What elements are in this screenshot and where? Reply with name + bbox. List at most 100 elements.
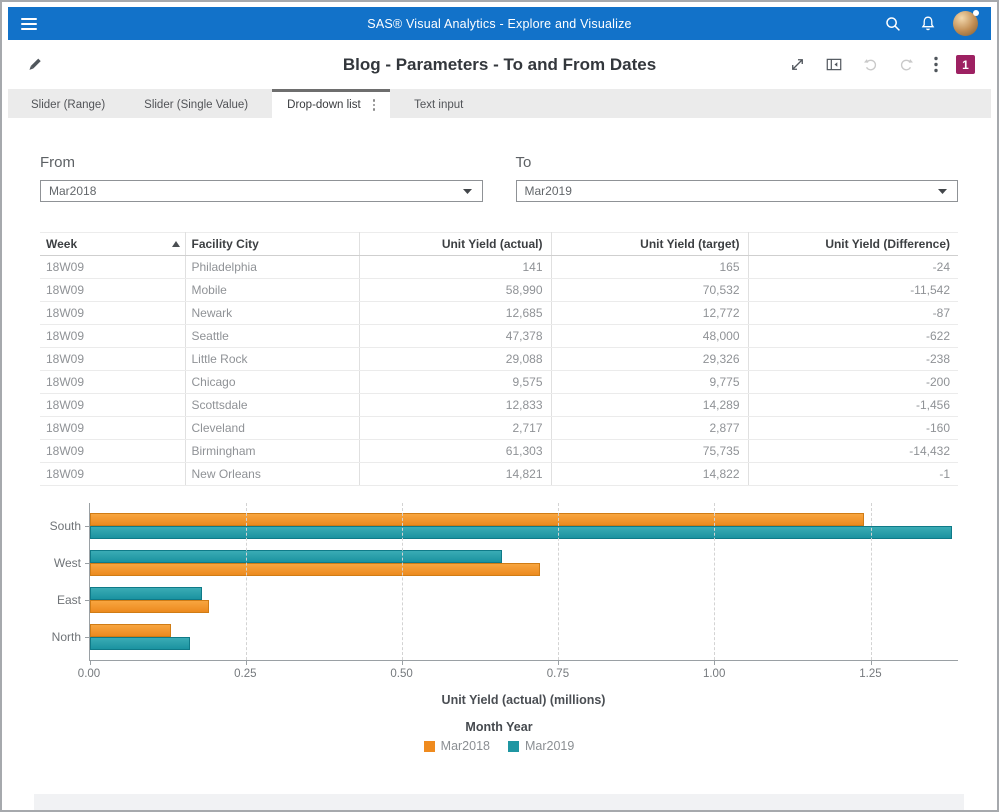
table-cell: -14,432 <box>748 440 958 463</box>
legend-swatch <box>424 741 435 752</box>
table-cell: -1,456 <box>748 394 958 417</box>
table-row[interactable]: 18W09Seattle47,37848,000-622 <box>40 325 958 348</box>
app-bar: SAS® Visual Analytics - Explore and Visu… <box>8 7 991 40</box>
table-cell: 70,532 <box>551 279 748 302</box>
hamburger-menu-icon[interactable] <box>21 18 37 30</box>
x-tick-label: 1.00 <box>703 668 725 680</box>
table-cell: Birmingham <box>185 440 359 463</box>
table-cell: 47,378 <box>359 325 551 348</box>
table-cell: 61,303 <box>359 440 551 463</box>
chevron-down-icon <box>938 189 947 194</box>
table-row[interactable]: 18W09Cleveland2,7172,877-160 <box>40 417 958 440</box>
table-header-row: WeekFacility CityUnit Yield (actual)Unit… <box>40 233 958 256</box>
x-tick-mark <box>871 661 872 665</box>
bar-west-mar2019[interactable] <box>90 550 502 563</box>
window-footer-strip <box>34 794 964 810</box>
page-tab-bar: Slider (Range) Slider (Single Value) Drop-… <box>8 89 991 118</box>
chart-x-axis-title: Unit Yield (actual) (millions) <box>89 693 958 707</box>
from-dropdown[interactable]: Mar2018 <box>40 180 483 202</box>
table-row[interactable]: 18W09Chicago9,5759,775-200 <box>40 371 958 394</box>
bar-south-mar2018[interactable] <box>90 513 864 526</box>
x-tick-mark <box>90 661 91 665</box>
table-row[interactable]: 18W09Birmingham61,30375,735-14,432 <box>40 440 958 463</box>
table-cell: -238 <box>748 348 958 371</box>
table-cell: Cleveland <box>185 417 359 440</box>
bar-east-mar2019[interactable] <box>90 587 202 600</box>
x-tick-label: 0.25 <box>234 668 256 680</box>
table-cell: 18W09 <box>40 394 185 417</box>
table-cell: 18W09 <box>40 417 185 440</box>
column-header-unit-yield-difference[interactable]: Unit Yield (Difference) <box>748 233 958 256</box>
bar-group-north <box>90 622 958 652</box>
legend-label: Mar2019 <box>525 739 574 753</box>
bar-south-mar2019[interactable] <box>90 526 952 539</box>
bar-east-mar2018[interactable] <box>90 600 209 613</box>
table-cell: 141 <box>359 256 551 279</box>
gridline <box>246 503 247 660</box>
notifications-bell-icon[interactable] <box>918 14 938 34</box>
x-tick-mark <box>246 661 247 665</box>
table-row[interactable]: 18W09New Orleans14,82114,822-1 <box>40 463 958 486</box>
expand-icon[interactable] <box>788 55 807 74</box>
table-cell: 29,088 <box>359 348 551 371</box>
table-row[interactable]: 18W09Philadelphia141165-24 <box>40 256 958 279</box>
gridline <box>714 503 715 660</box>
tab-slider-single-value[interactable]: Slider (Single Value) <box>129 89 263 118</box>
legend-label: Mar2018 <box>441 739 490 753</box>
table-row[interactable]: 18W09Newark12,68512,772-87 <box>40 302 958 325</box>
to-filter: To Mar2019 <box>516 154 959 202</box>
undo-icon[interactable] <box>861 55 880 74</box>
table-row[interactable]: 18W09Little Rock29,08829,326-238 <box>40 348 958 371</box>
gridline <box>558 503 559 660</box>
table-cell: 18W09 <box>40 440 185 463</box>
column-header-unit-yield-target[interactable]: Unit Yield (target) <box>551 233 748 256</box>
column-header-facility-city[interactable]: Facility City <box>185 233 359 256</box>
tab-label: Drop-down list <box>287 99 361 111</box>
more-options-kebab-icon[interactable] <box>933 55 939 74</box>
y-axis-label-east: East <box>40 585 81 615</box>
table-cell: 14,289 <box>551 394 748 417</box>
table-cell: Newark <box>185 302 359 325</box>
report-header: Blog - Parameters - To and From Dates 1 <box>8 40 991 89</box>
bar-west-mar2018[interactable] <box>90 563 540 576</box>
table-cell: 12,833 <box>359 394 551 417</box>
bar-north-mar2018[interactable] <box>90 624 171 637</box>
y-axis-label-west: West <box>40 548 81 578</box>
table-cell: 14,821 <box>359 463 551 486</box>
table-cell: Seattle <box>185 325 359 348</box>
table-cell: 2,717 <box>359 417 551 440</box>
table-cell: -622 <box>748 325 958 348</box>
to-label: To <box>516 154 959 171</box>
table-cell: 14,822 <box>551 463 748 486</box>
legend-item-mar2019[interactable]: Mar2019 <box>508 739 574 753</box>
tab-drop-down-list[interactable]: Drop-down list <box>272 89 390 118</box>
legend-item-mar2018[interactable]: Mar2018 <box>424 739 490 753</box>
table-row[interactable]: 18W09Scottsdale12,83314,289-1,456 <box>40 394 958 417</box>
table-cell: 18W09 <box>40 279 185 302</box>
tab-label: Slider (Range) <box>31 99 105 111</box>
user-avatar[interactable] <box>953 11 978 36</box>
column-header-unit-yield-actual[interactable]: Unit Yield (actual) <box>359 233 551 256</box>
tab-options-kebab-icon[interactable] <box>373 99 376 111</box>
search-icon[interactable] <box>883 14 903 34</box>
chart-plot-area <box>89 503 958 661</box>
alert-count-badge[interactable]: 1 <box>956 55 975 74</box>
table-cell: 75,735 <box>551 440 748 463</box>
bar-north-mar2019[interactable] <box>90 637 190 650</box>
tab-slider-range[interactable]: Slider (Range) <box>16 89 120 118</box>
table-cell: 18W09 <box>40 256 185 279</box>
collapse-panel-icon[interactable] <box>824 55 844 74</box>
redo-icon[interactable] <box>897 55 916 74</box>
to-dropdown[interactable]: Mar2019 <box>516 180 959 202</box>
column-header-week[interactable]: Week <box>40 233 185 256</box>
tab-text-input[interactable]: Text input <box>399 89 478 118</box>
app-title: SAS® Visual Analytics - Explore and Visu… <box>8 17 991 31</box>
legend-swatch <box>508 741 519 752</box>
table-cell: Chicago <box>185 371 359 394</box>
tab-label: Text input <box>414 99 463 111</box>
table-cell: -87 <box>748 302 958 325</box>
gridline <box>402 503 403 660</box>
table-cell: Scottsdale <box>185 394 359 417</box>
table-row[interactable]: 18W09Mobile58,99070,532-11,542 <box>40 279 958 302</box>
table-cell: 2,877 <box>551 417 748 440</box>
